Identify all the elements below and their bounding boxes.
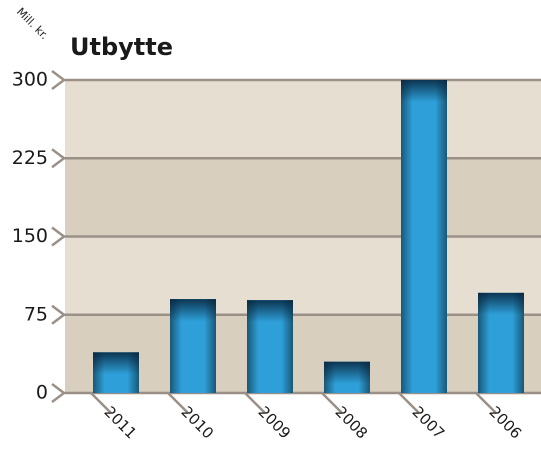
bar: [478, 292, 524, 393]
bar: [401, 80, 447, 393]
category-separator: [90, 392, 112, 414]
x-tick-label: 2011: [100, 403, 140, 443]
bar-top: [247, 300, 293, 323]
y-axis-label: Mill. kr.: [14, 5, 51, 42]
grid-line: [51, 148, 541, 169]
y-tick-label: 300: [12, 69, 48, 91]
bar: [324, 361, 370, 393]
bar-top: [324, 361, 370, 384]
category-separator: [398, 392, 420, 414]
y-tick-label: 0: [36, 382, 48, 404]
plot-band: [65, 80, 541, 159]
bar-shade: [401, 80, 447, 393]
category-separator: [244, 392, 266, 414]
x-tick-label: 2006: [485, 403, 525, 443]
x-tick-label: 2007: [408, 403, 448, 443]
bar: [170, 299, 216, 393]
y-tick-label: 150: [12, 225, 48, 247]
bar-top: [170, 299, 216, 322]
bar-top: [93, 352, 139, 375]
x-tick-label: 2009: [254, 403, 294, 443]
bar: [247, 300, 293, 393]
chart-title: Utbytte: [70, 33, 173, 61]
bar: [93, 352, 139, 393]
grid-line: [51, 70, 541, 90]
y-tick-label: 225: [12, 147, 48, 169]
bar-top: [478, 292, 524, 315]
y-tick-label: 75: [24, 303, 48, 325]
category-separator: [321, 392, 343, 414]
plot-background: [65, 80, 541, 393]
plot-band: [65, 236, 541, 315]
x-tick-label: 2008: [331, 403, 371, 443]
grid-line: [51, 304, 541, 325]
grid-line: [51, 226, 541, 247]
category-separator: [167, 392, 189, 414]
bar-top: [401, 80, 447, 102]
plot-band: [65, 158, 541, 237]
grid-line: [51, 383, 541, 403]
plot-band: [65, 314, 541, 393]
category-separator: [475, 392, 497, 414]
x-tick-label: 2010: [177, 403, 217, 443]
